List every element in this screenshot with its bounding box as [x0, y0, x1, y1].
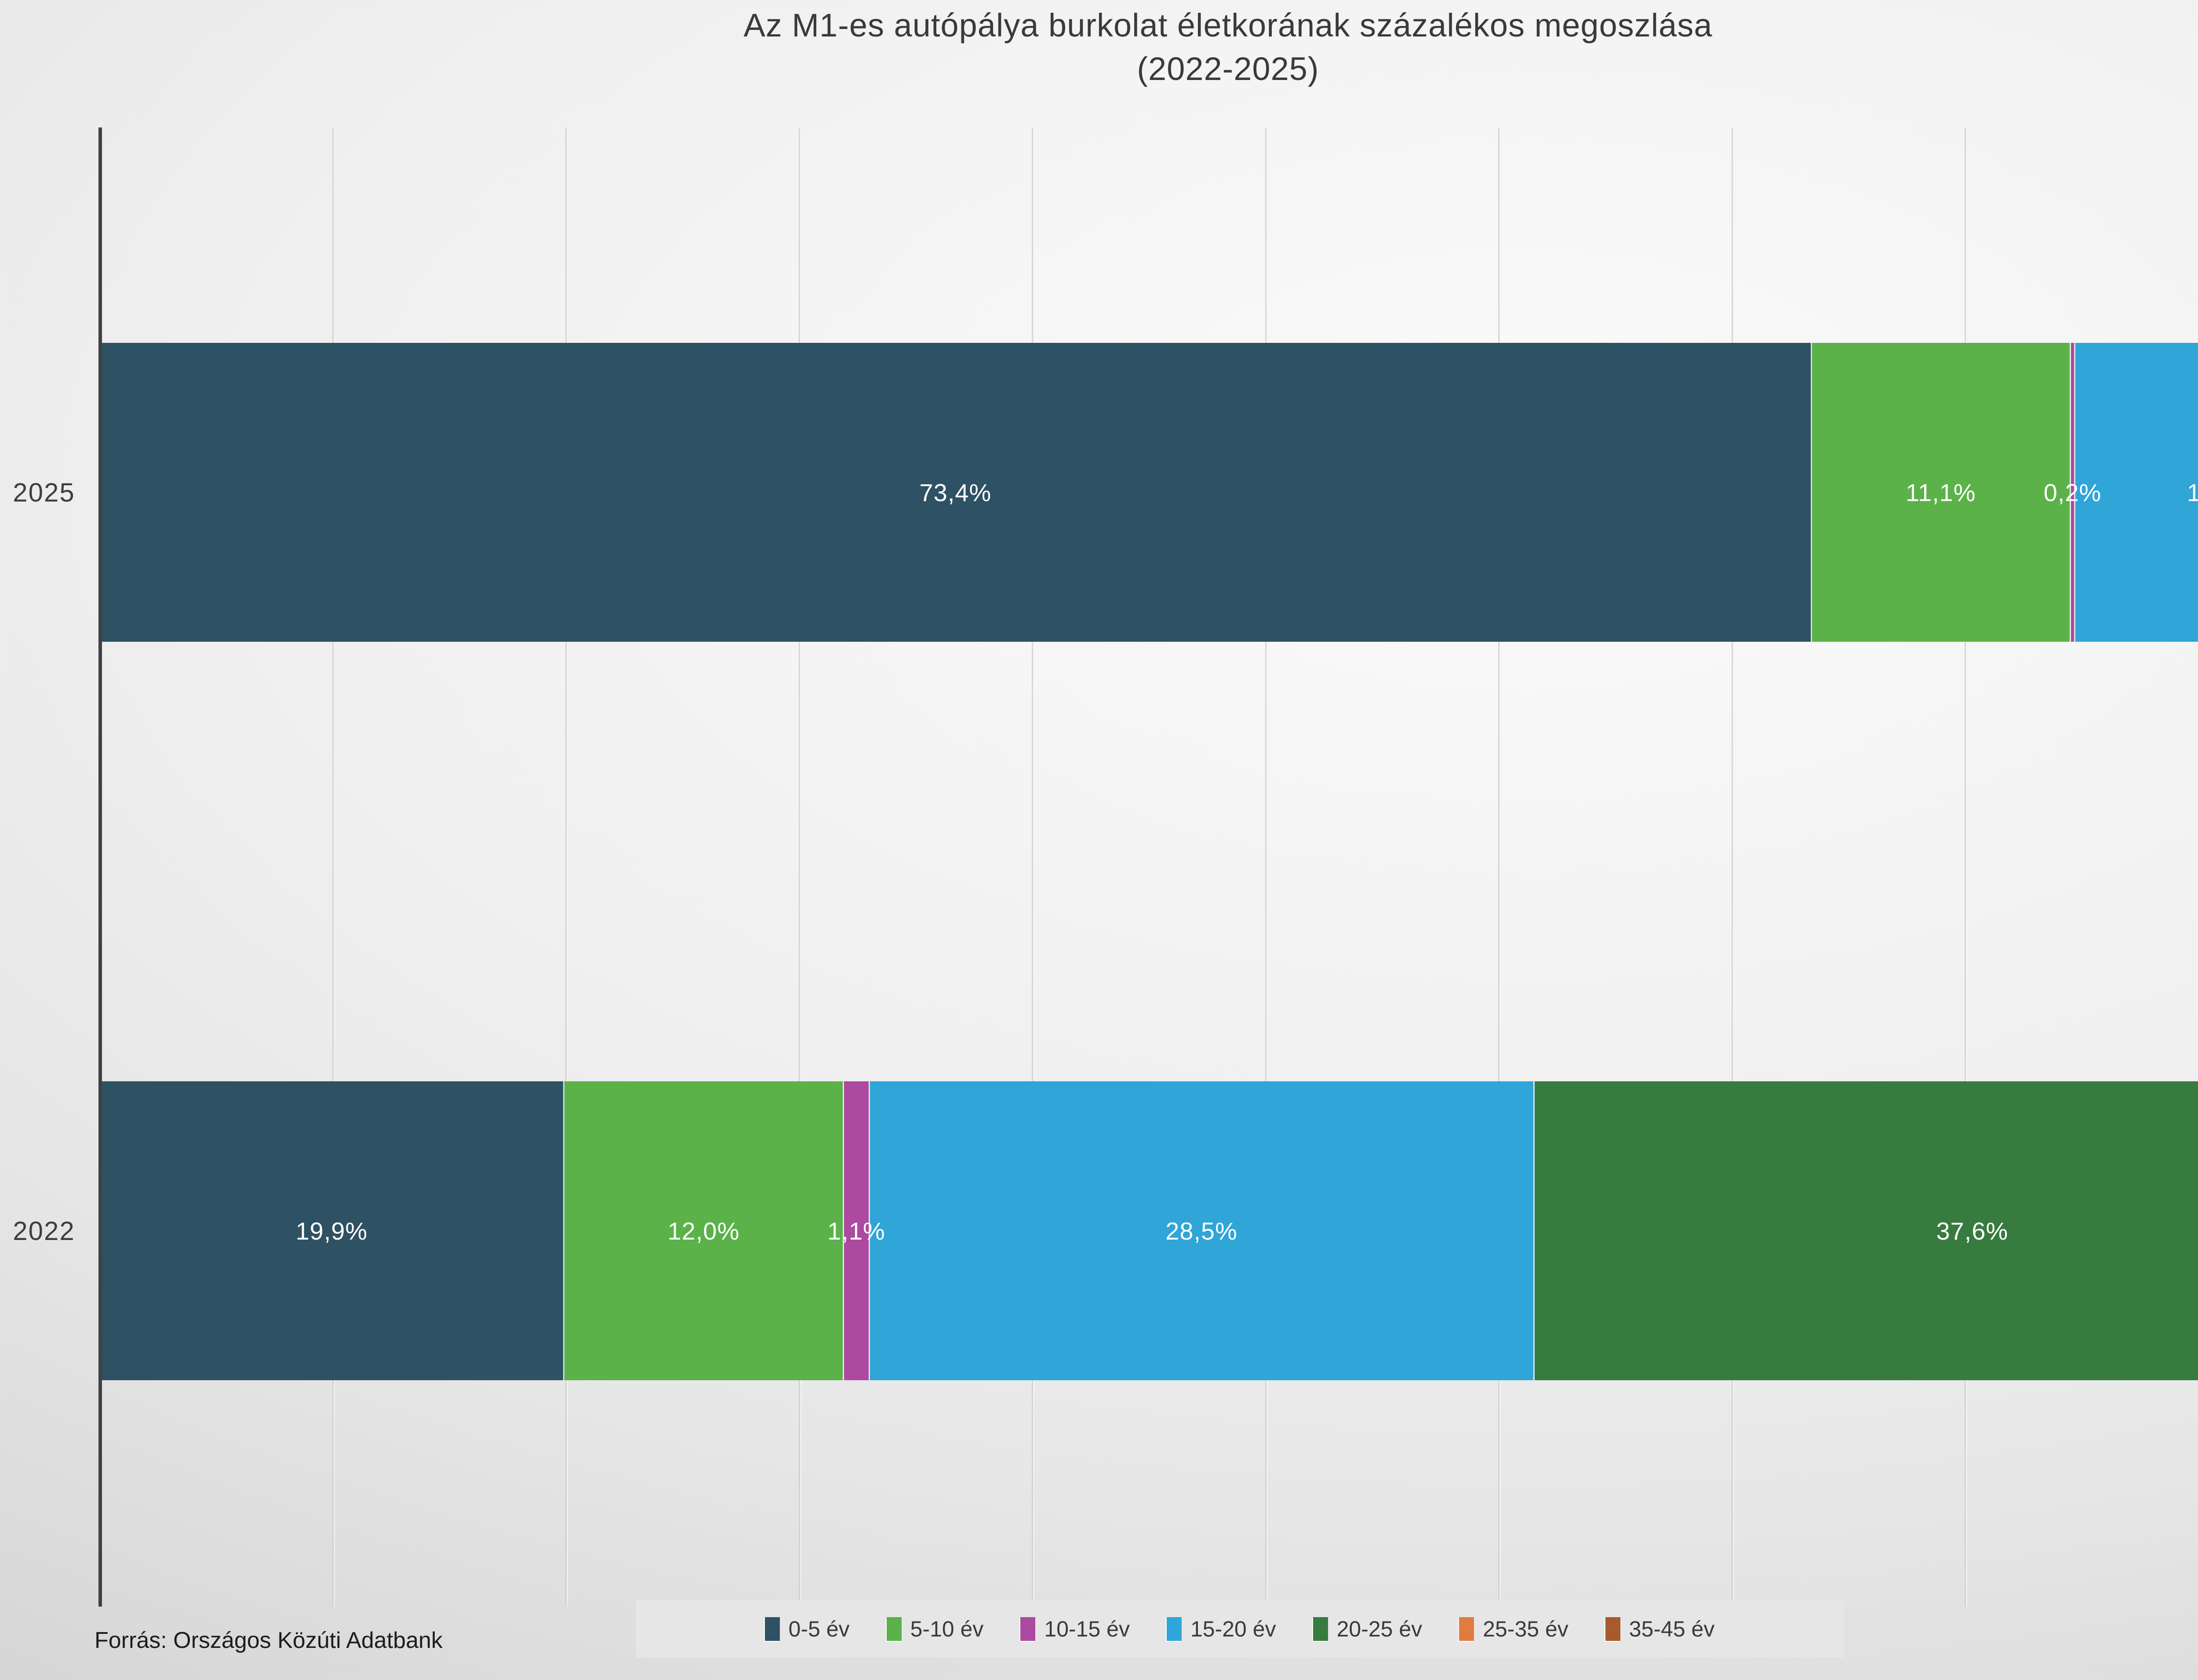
plot-area: 73,4%11,1%0,2%12,7%2,6% 19,9%12,0%1,1%28…	[13, 127, 2198, 1607]
legend-label: 20-25 év	[1336, 1617, 1423, 1641]
chart-title: Az M1-es autópálya burkolat életkorának …	[0, 4, 2198, 91]
source-caption: Forrás: Országos Közúti Adatbank	[95, 1628, 443, 1653]
bar-segment-2022-15-20év: 28,5%	[870, 1081, 1535, 1380]
legend-item-5-10év: 5-10 év	[886, 1616, 984, 1642]
segment-value-label: 0,2%	[2043, 478, 2102, 506]
bar-segment-2022-5-10év: 12,0%	[564, 1081, 844, 1380]
legend-swatch-icon	[1166, 1617, 1182, 1641]
gridline	[798, 127, 801, 1607]
legend-item-35-45év: 35-45 év	[1605, 1616, 1715, 1642]
y-axis-line	[98, 127, 102, 1607]
legend-label: 35-45 év	[1629, 1617, 1715, 1641]
legend-item-15-20év: 15-20 év	[1166, 1616, 1276, 1642]
segment-value-label: 73,4%	[919, 478, 992, 506]
gridline	[1731, 127, 1734, 1607]
legend-label: 0-5 év	[788, 1617, 850, 1641]
legend-label: 25-35 év	[1483, 1617, 1568, 1641]
gridline	[1032, 127, 1034, 1607]
segment-value-label: 37,6%	[1936, 1217, 2009, 1245]
legend-label: 5-10 év	[910, 1617, 984, 1641]
category-label-2022: 2022	[13, 1216, 75, 1246]
legend: 0-5 év 5-10 év 10-15 év 15-20 év 20-25 év 25-…	[636, 1600, 1844, 1658]
bar-segment-2025-5-10év: 11,1%	[1812, 343, 2071, 642]
chart-title-line1: Az M1-es autópálya burkolat életkorának …	[743, 7, 1713, 44]
legend-item-10-15év: 10-15 év	[1020, 1616, 1130, 1642]
category-label-2025: 2025	[13, 477, 75, 507]
segment-value-label: 12,7%	[2187, 478, 2198, 506]
bar-2025: 73,4%11,1%0,2%12,7%2,6%	[100, 343, 2198, 642]
segment-value-label: 19,9%	[295, 1217, 368, 1245]
legend-swatch-icon	[886, 1617, 902, 1641]
legend-swatch-icon	[764, 1617, 780, 1641]
bar-segment-2022-10-15év: 1,1%	[827, 1081, 885, 1380]
legend-swatch-icon	[1459, 1617, 1474, 1641]
bar-segment-2022-0-5év: 19,9%	[100, 1081, 564, 1380]
segment-value-label: 1,1%	[827, 1217, 885, 1245]
legend-swatch-icon	[1605, 1617, 1620, 1641]
legend-item-0-5év: 0-5 év	[764, 1616, 850, 1642]
chart-title-line2: (2022-2025)	[1137, 51, 1319, 87]
legend-item-25-35év: 25-35 év	[1459, 1616, 1568, 1642]
segment-value-label: 28,5%	[1165, 1217, 1237, 1245]
segment-value-label: 12,0%	[667, 1217, 740, 1245]
legend-label: 10-15 év	[1044, 1617, 1130, 1641]
gridline	[1498, 127, 1501, 1607]
gridline	[332, 127, 335, 1607]
legend-swatch-icon	[1313, 1617, 1328, 1641]
bar-2022: 19,9% 12,0% 1,1% 28,5% 37,6%	[100, 1081, 2198, 1380]
legend-label: 15-20 év	[1190, 1617, 1276, 1641]
bar-segment-2025-15-20év: 12,7%	[2075, 343, 2198, 642]
gridline	[1965, 127, 1967, 1607]
bar-segment-2025-10-15év: 0,2%	[2044, 343, 2101, 642]
gridline	[1265, 127, 1268, 1607]
legend-item-20-25év: 20-25 év	[1313, 1616, 1423, 1642]
legend-swatch-icon	[1020, 1617, 1036, 1641]
bar-segment-2022-20-25év: 37,6%	[1534, 1081, 2198, 1380]
gridline	[565, 127, 568, 1607]
segment-value-label: 11,1%	[1905, 478, 1976, 506]
bar-segment-2025-0-5év: 73,4%	[100, 343, 1812, 642]
